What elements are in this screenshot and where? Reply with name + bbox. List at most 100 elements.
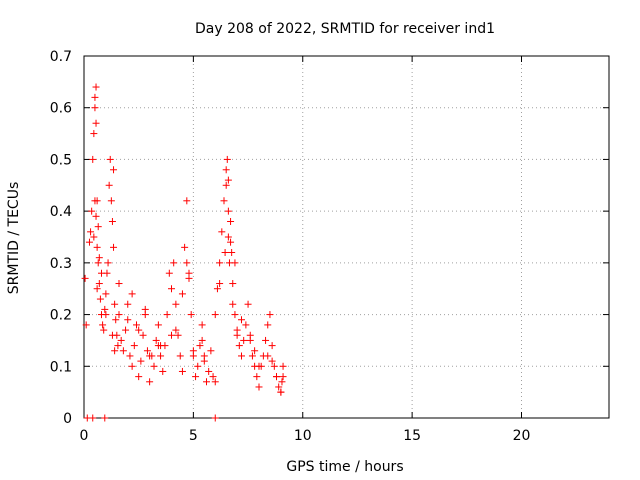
data-point: [216, 280, 224, 288]
data-point: [90, 233, 98, 241]
data-point: [108, 331, 116, 339]
data-point: [251, 347, 259, 355]
data-point: [235, 342, 243, 350]
data-point: [181, 243, 189, 251]
data-point: [137, 357, 145, 365]
chart-title: Day 208 of 2022, SRMTID for receiver ind…: [195, 21, 495, 37]
y-tick-label: 0.1: [50, 359, 72, 375]
data-point: [198, 321, 206, 329]
data-point: [91, 93, 99, 101]
x-tick-label: 15: [403, 428, 421, 444]
data-point: [168, 285, 175, 293]
y-tick-label: 0.5: [50, 152, 72, 168]
data-point: [183, 197, 191, 205]
data-point: [240, 336, 248, 344]
data-point: [211, 311, 219, 319]
y-tick-label: 0.2: [50, 308, 72, 324]
data-point: [266, 311, 274, 319]
data-point: [104, 259, 112, 267]
y-axis-label: SRMTID / TECUs: [6, 182, 22, 295]
data-point: [211, 378, 219, 386]
data-point: [111, 300, 119, 308]
data-point: [115, 311, 123, 319]
data-point: [264, 352, 272, 360]
data-point: [95, 280, 103, 288]
data-point: [216, 259, 224, 267]
data-point: [107, 197, 115, 205]
data-point: [248, 352, 256, 360]
data-point: [224, 233, 232, 241]
data-point: [185, 274, 193, 282]
data-point: [130, 342, 138, 350]
data-point: [124, 316, 132, 324]
data-points: [81, 83, 287, 422]
data-point: [198, 336, 206, 344]
data-point: [275, 383, 283, 391]
data-point: [133, 321, 140, 329]
data-point: [207, 347, 215, 355]
data-point: [115, 280, 123, 288]
grid-lines: [84, 56, 609, 418]
x-tick-label: 5: [189, 428, 198, 444]
data-point: [91, 104, 99, 112]
data-point: [253, 373, 261, 381]
data-point: [187, 311, 195, 319]
data-point: [268, 357, 276, 365]
data-point: [221, 249, 229, 257]
data-point: [196, 342, 204, 350]
data-point: [122, 326, 130, 334]
data-point: [192, 373, 200, 381]
data-point: [231, 259, 239, 267]
data-point: [101, 305, 109, 313]
data-point: [128, 290, 136, 298]
data-point: [150, 362, 158, 370]
data-point: [165, 269, 173, 277]
data-point: [277, 388, 285, 396]
data-point: [209, 373, 217, 381]
data-point: [110, 243, 118, 251]
data-point: [229, 300, 237, 308]
data-point: [222, 166, 230, 174]
data-point: [278, 378, 286, 386]
data-point: [159, 367, 167, 375]
data-point: [203, 378, 210, 386]
data-point: [238, 316, 245, 324]
data-point: [174, 331, 182, 339]
data-point: [112, 316, 120, 324]
data-point: [238, 352, 245, 360]
data-point: [279, 362, 287, 370]
data-point: [262, 336, 270, 344]
data-point: [227, 217, 235, 225]
data-point: [135, 373, 143, 381]
data-point: [228, 249, 236, 257]
data-point: [170, 259, 178, 267]
data-point: [105, 181, 113, 189]
data-point: [100, 326, 108, 334]
data-point: [106, 155, 114, 163]
data-point: [139, 331, 147, 339]
data-point: [135, 326, 143, 334]
data-point: [264, 321, 272, 329]
data-point: [85, 238, 93, 246]
data-point: [223, 155, 231, 163]
data-point: [154, 342, 162, 350]
data-point: [189, 347, 197, 355]
data-point: [93, 243, 101, 251]
data-point: [90, 130, 98, 138]
data-point: [163, 311, 171, 319]
data-point: [224, 207, 232, 215]
data-point: [128, 362, 136, 370]
y-tick-label: 0.6: [50, 101, 72, 117]
data-point: [211, 414, 219, 422]
data-point: [176, 352, 184, 360]
data-point: [255, 362, 263, 370]
data-point: [101, 414, 109, 422]
data-point: [88, 207, 96, 215]
data-point: [99, 321, 107, 329]
data-point: [273, 373, 280, 381]
data-point: [94, 223, 102, 231]
data-point: [141, 305, 149, 313]
plot-frame: [83, 55, 610, 419]
